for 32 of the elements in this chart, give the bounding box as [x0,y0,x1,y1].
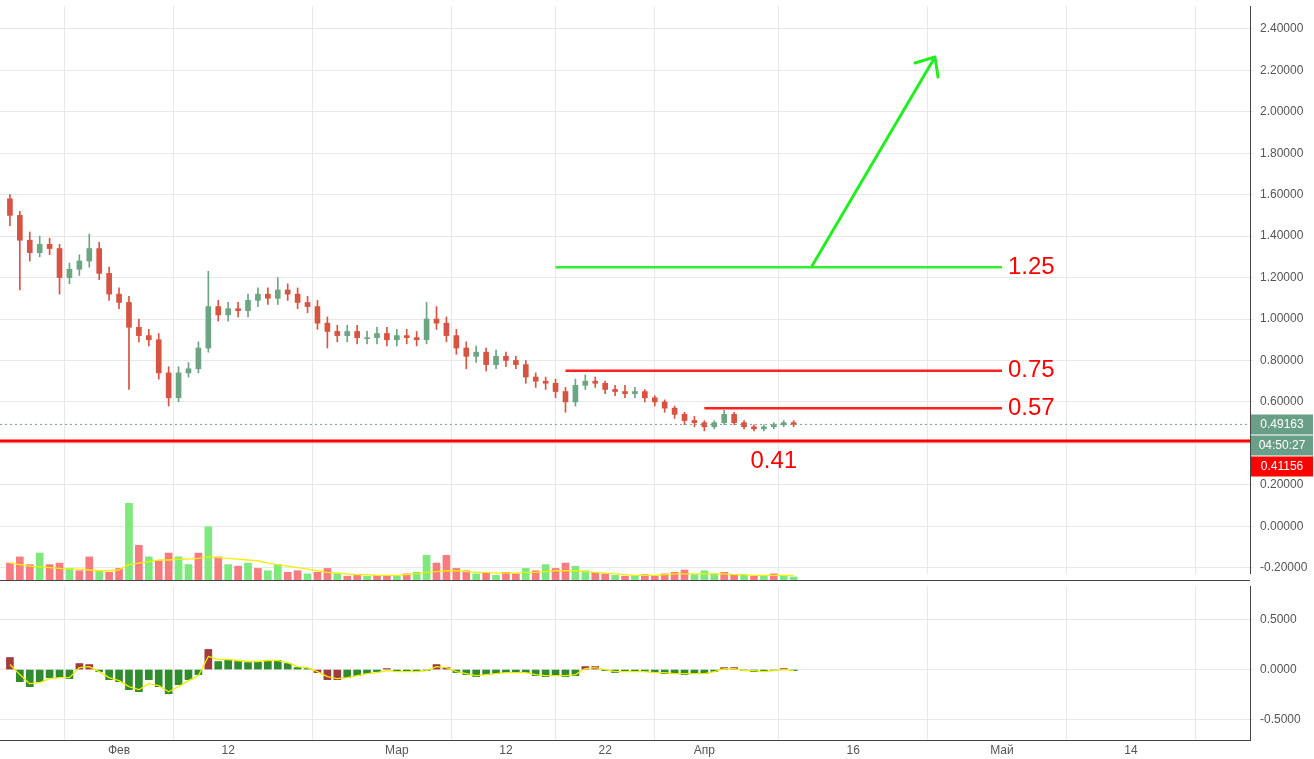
y-tick-label: 0.20000 [1260,477,1304,492]
annotation: 0.57 [1007,392,1055,420]
x-tick-label: Май [990,742,1014,757]
text: 04:50:27 [1258,437,1306,452]
x-tick-label: 12 [499,742,513,757]
x-tick-label: 12 [221,742,236,757]
y-tick-label: 1.80000 [1260,145,1304,160]
y-tick-label: 1.00000 [1260,311,1304,326]
y-tick-label: 1.60000 [1260,186,1304,201]
y-tick-label: -0.20000 [1260,560,1308,575]
y-tick-label: 2.40000 [1260,21,1304,36]
annotation: 0.75 [1007,355,1055,383]
ref-line-label: 0.49163 [1260,416,1305,431]
y-tick-label: 0.0000 [1260,661,1298,676]
x-tick-label: 16 [846,742,861,757]
x-tick-label: Фев [107,742,131,757]
x-tick-label: 14 [1124,742,1138,757]
y-tick-label: 1.40000 [1260,228,1304,243]
x-tick-label: Мар [385,742,409,757]
y-tick-label: 1.20000 [1260,269,1304,284]
y-tick-label: 0.00000 [1260,518,1304,533]
x-tick-label: Апр [693,742,716,757]
x-tick-label: 22 [598,742,613,757]
annotation: 0.41 [750,445,798,473]
y-tick-label: 0.80000 [1260,352,1304,367]
y-tick-label: 0.60000 [1260,394,1304,409]
annotation: 1.25 [1007,251,1055,279]
y-tick-label: 2.20000 [1260,62,1304,77]
ref-line-label: 0.41156 [1260,458,1304,473]
y-tick-label: 0.5000 [1260,611,1298,626]
y-tick-label: -0.5000 [1260,712,1302,727]
y-tick-label: 2.00000 [1260,104,1304,119]
